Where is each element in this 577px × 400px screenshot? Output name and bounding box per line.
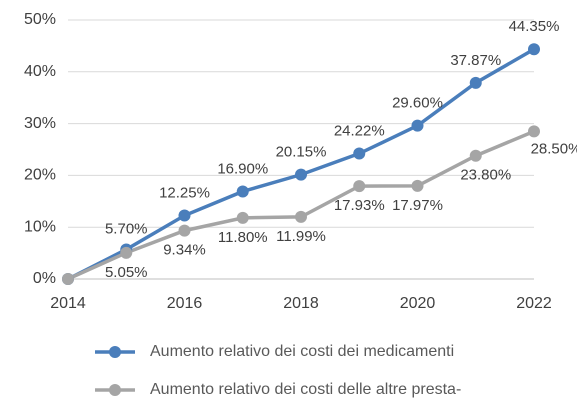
data-point <box>528 43 540 56</box>
data-label: 11.80% <box>218 229 268 246</box>
data-label: 24.22% <box>334 123 385 140</box>
y-tick-label: 50% <box>24 11 56 28</box>
data-point <box>178 224 191 237</box>
data-label: 16.90% <box>217 160 268 177</box>
data-label: 44.35% <box>509 18 560 35</box>
x-tick-label: 2020 <box>400 295 436 312</box>
data-point <box>353 147 366 160</box>
x-tick-label: 2014 <box>50 295 86 312</box>
legend-marker <box>109 346 121 358</box>
data-label: 12.25% <box>159 185 210 202</box>
x-tick-label: 2016 <box>167 295 203 312</box>
x-tick-label: 2022 <box>516 295 552 312</box>
legend-label: Aumento relativo dei costi dei medicamen… <box>150 343 454 360</box>
data-point <box>178 209 191 222</box>
data-point <box>295 210 307 223</box>
data-point <box>469 76 482 89</box>
y-tick-label: 10% <box>24 218 56 235</box>
legend-marker <box>109 384 121 396</box>
data-label: 29.60% <box>392 95 443 112</box>
y-tick-label: 40% <box>24 63 56 80</box>
data-point <box>353 180 366 193</box>
y-tick-label: 30% <box>24 115 56 132</box>
data-label: 9.34% <box>163 242 206 259</box>
data-point <box>411 119 424 132</box>
data-point <box>469 149 482 162</box>
data-label: 11.99% <box>276 228 326 245</box>
data-label: 5.05% <box>105 264 148 281</box>
data-label: 17.93% <box>334 197 385 214</box>
data-label: 37.87% <box>450 52 501 69</box>
data-label: 17.97% <box>392 197 443 214</box>
data-point <box>236 211 249 224</box>
data-point <box>295 168 307 181</box>
data-label: 28.50% <box>531 140 577 157</box>
data-label: 20.15% <box>276 144 327 161</box>
data-point <box>411 179 424 192</box>
data-label: 5.70% <box>105 220 148 237</box>
y-tick-label: 20% <box>24 167 56 184</box>
data-point <box>528 125 540 138</box>
data-point <box>62 273 74 285</box>
y-tick-label: 0% <box>33 270 56 287</box>
data-label: 23.80% <box>460 167 511 184</box>
data-point <box>236 185 249 198</box>
data-point <box>120 246 133 259</box>
x-tick-label: 2018 <box>283 295 319 312</box>
legend-label: Aumento relativo dei costi delle altre p… <box>150 381 461 398</box>
